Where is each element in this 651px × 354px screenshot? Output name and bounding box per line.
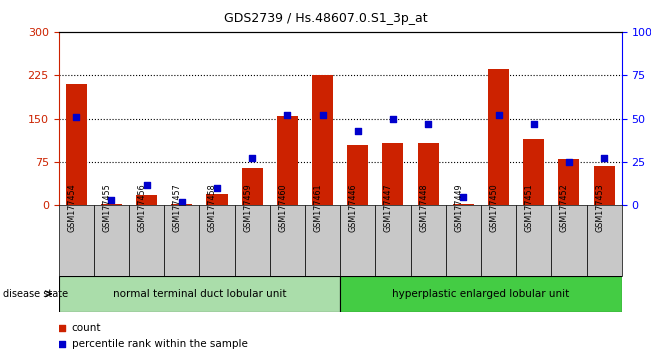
Text: GSM177452: GSM177452	[560, 183, 569, 232]
Point	[317, 112, 327, 118]
Bar	[101, 204, 122, 205]
Bar	[340, 276, 622, 312]
Bar	[136, 195, 157, 205]
Text: GSM177450: GSM177450	[490, 183, 499, 232]
Text: GSM177456: GSM177456	[137, 183, 146, 232]
Point	[245, 129, 256, 135]
Bar	[234, 205, 270, 276]
Bar	[206, 194, 227, 205]
Bar	[277, 116, 298, 205]
Bar	[340, 205, 376, 276]
Text: GSM177448: GSM177448	[419, 183, 428, 232]
Text: GSM177446: GSM177446	[349, 183, 358, 232]
Text: GSM177458: GSM177458	[208, 183, 217, 232]
Bar	[452, 204, 474, 205]
Point	[564, 159, 574, 165]
Bar	[242, 168, 263, 205]
Text: count: count	[72, 323, 101, 333]
Text: GSM177461: GSM177461	[314, 183, 322, 232]
Bar	[411, 205, 446, 276]
Point	[141, 182, 152, 187]
Bar	[587, 205, 622, 276]
Text: GSM177454: GSM177454	[67, 183, 76, 232]
Point	[353, 128, 363, 133]
Bar	[523, 139, 544, 205]
Bar	[171, 204, 192, 205]
Bar	[305, 205, 340, 276]
Bar	[66, 84, 87, 205]
Text: GSM177447: GSM177447	[384, 183, 393, 232]
Bar	[164, 205, 199, 276]
Text: GSM177449: GSM177449	[454, 183, 464, 232]
Bar	[382, 143, 404, 205]
Bar	[129, 205, 164, 276]
Text: percentile rank within the sample: percentile rank within the sample	[72, 339, 247, 349]
Text: GSM177453: GSM177453	[595, 183, 604, 232]
Text: disease state: disease state	[3, 289, 68, 299]
Bar	[551, 205, 587, 276]
Bar	[594, 166, 615, 205]
Text: GSM177459: GSM177459	[243, 183, 252, 232]
Text: hyperplastic enlarged lobular unit: hyperplastic enlarged lobular unit	[393, 289, 570, 299]
Bar	[376, 205, 411, 276]
Point	[388, 116, 398, 121]
Bar	[516, 205, 551, 276]
Text: GSM177457: GSM177457	[173, 183, 182, 232]
Bar	[59, 205, 94, 276]
Bar	[199, 205, 234, 276]
Point	[493, 112, 504, 118]
Bar	[481, 205, 516, 276]
Bar	[559, 159, 579, 205]
Point	[176, 199, 187, 205]
Bar	[94, 205, 129, 276]
Point	[212, 185, 222, 191]
Point	[245, 274, 256, 279]
Bar	[446, 205, 481, 276]
Bar	[417, 143, 439, 205]
Point	[247, 156, 257, 161]
Point	[529, 121, 539, 127]
Bar	[270, 205, 305, 276]
Text: GSM177451: GSM177451	[525, 183, 534, 232]
Point	[282, 112, 292, 118]
Point	[106, 197, 117, 203]
Bar	[488, 69, 509, 205]
Bar	[347, 144, 368, 205]
Point	[423, 121, 434, 127]
Point	[458, 194, 469, 200]
Text: GSM177460: GSM177460	[279, 183, 287, 232]
Point	[71, 114, 81, 120]
Bar	[312, 75, 333, 205]
Text: GSM177455: GSM177455	[102, 183, 111, 232]
Bar	[59, 276, 340, 312]
Point	[599, 156, 609, 161]
Text: GDS2739 / Hs.48607.0.S1_3p_at: GDS2739 / Hs.48607.0.S1_3p_at	[224, 12, 427, 25]
Text: normal terminal duct lobular unit: normal terminal duct lobular unit	[113, 289, 286, 299]
